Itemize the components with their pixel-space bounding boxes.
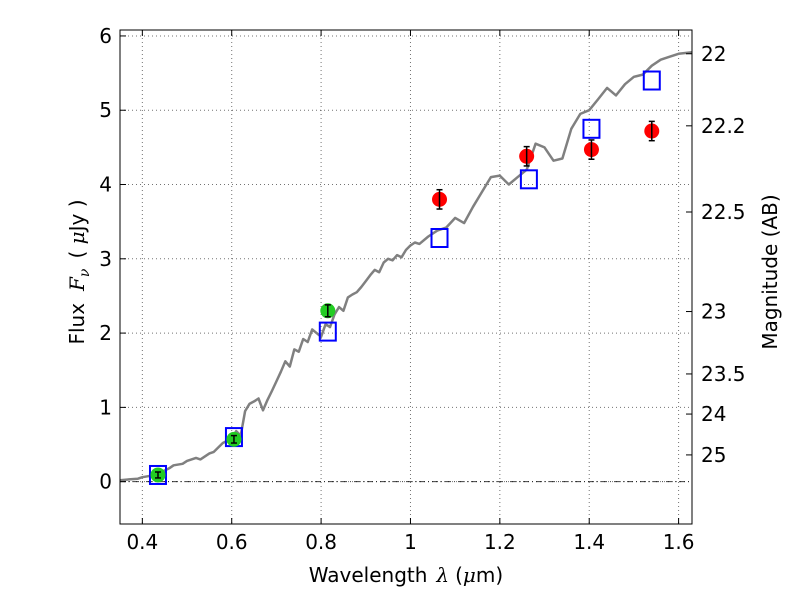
x-tick-label: 1.6 bbox=[663, 530, 695, 554]
y-tick-label: 6 bbox=[99, 24, 112, 48]
y2-tick-label: 24 bbox=[701, 402, 726, 426]
model-photometry-square bbox=[519, 169, 538, 190]
ticks: 0.4 0.6 0.8 1 1.2 1.4 1.601234562222.222.52323… bbox=[99, 24, 745, 554]
y-tick-label: 2 bbox=[99, 321, 112, 345]
model-photometry-square bbox=[582, 118, 601, 139]
axes-frame bbox=[119, 29, 693, 525]
y-axis-label-subscript: ν bbox=[77, 268, 93, 277]
grid bbox=[120, 30, 692, 524]
y2-tick-label: 22 bbox=[701, 42, 726, 66]
y-axis-label-name: Flux bbox=[65, 303, 89, 345]
y2-tick-label: 23.5 bbox=[701, 362, 746, 386]
y-tick-label: 5 bbox=[99, 98, 112, 122]
model-photometry-square bbox=[642, 70, 661, 91]
x-tick-label: 0.4 bbox=[126, 530, 158, 554]
model-photometry-square bbox=[148, 464, 167, 485]
x-axis-label-symbol: λ bbox=[435, 563, 449, 587]
model-photometry-square bbox=[318, 321, 337, 342]
x-axis-label-name: Wavelength bbox=[309, 563, 428, 587]
y-axis-label-unit-rest: Jy ) bbox=[65, 199, 89, 233]
x-axis-label-unit-open: ( bbox=[455, 563, 463, 587]
x-tick-label: 1 bbox=[404, 530, 417, 554]
plot-area bbox=[120, 51, 692, 485]
x-tick-label: 0.8 bbox=[305, 530, 337, 554]
x-tick-label: 1.4 bbox=[573, 530, 605, 554]
y-axis-label-unit-mu: μ bbox=[65, 231, 89, 244]
y2-tick-label: 25 bbox=[701, 443, 726, 467]
x-axis-label: Wavelength λ (μm) bbox=[309, 563, 503, 587]
y-tick-label: 1 bbox=[99, 395, 112, 419]
y-tick-label: 0 bbox=[99, 470, 112, 494]
y-tick-label: 3 bbox=[99, 247, 112, 271]
y-axis-label-unit-open: ( bbox=[65, 244, 89, 258]
y-axis-label-symbol: F bbox=[65, 276, 89, 292]
secondary-y-axis-label: Magnitude (AB) bbox=[758, 194, 782, 349]
y2-tick-label: 23 bbox=[701, 300, 726, 324]
y2-tick-label: 22.5 bbox=[701, 200, 746, 224]
model-photometry-square bbox=[430, 228, 449, 248]
x-axis-label-unit-mu: μ bbox=[463, 563, 476, 587]
y-axis-label: Flux Fν ( μJy ) bbox=[65, 199, 93, 344]
y2-tick-label: 22.2 bbox=[701, 114, 746, 138]
x-tick-label: 1.2 bbox=[484, 530, 516, 554]
x-axis-label-unit-rest: m) bbox=[476, 563, 503, 587]
y-tick-label: 4 bbox=[99, 173, 112, 197]
x-tick-label: 0.6 bbox=[216, 530, 248, 554]
